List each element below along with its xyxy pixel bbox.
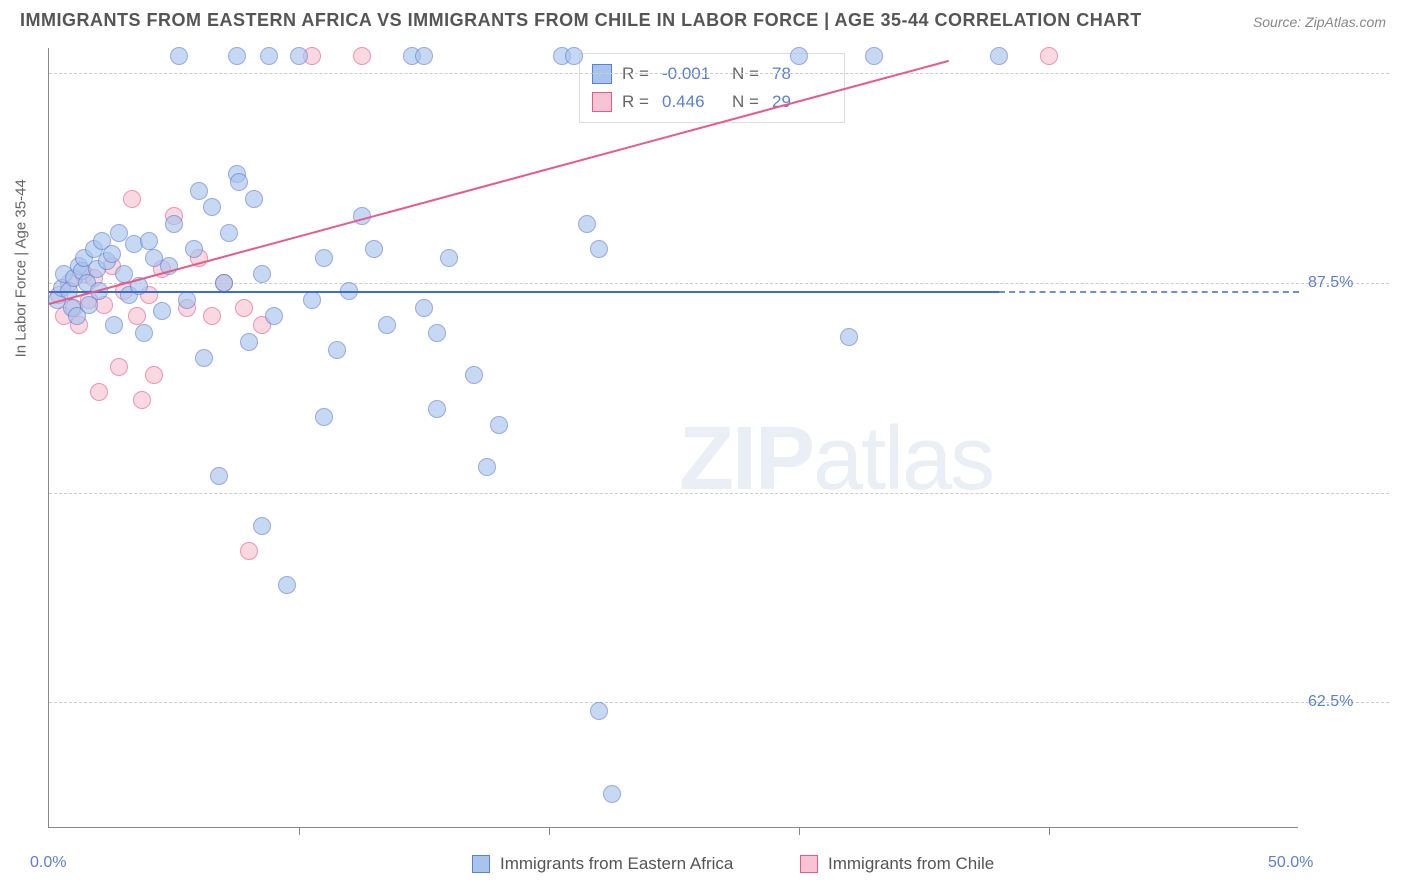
source-attribution: Source: ZipAtlas.com xyxy=(1253,14,1386,30)
point-series-a xyxy=(428,400,446,418)
point-series-a xyxy=(215,274,233,292)
point-series-a xyxy=(603,785,621,803)
point-series-b xyxy=(203,307,221,325)
point-series-a xyxy=(203,198,221,216)
point-series-a xyxy=(315,249,333,267)
point-series-a xyxy=(245,190,263,208)
legend-swatch-b xyxy=(592,92,612,112)
point-series-a xyxy=(290,47,308,65)
y-tick-label: 62.5% xyxy=(1308,693,1368,711)
point-series-a xyxy=(578,215,596,233)
point-series-a xyxy=(415,47,433,65)
point-series-a xyxy=(278,576,296,594)
point-series-a xyxy=(990,47,1008,65)
point-series-a xyxy=(220,224,238,242)
point-series-a xyxy=(328,341,346,359)
point-series-a xyxy=(178,291,196,309)
legend-label-a: Immigrants from Eastern Africa xyxy=(500,854,733,874)
point-series-a xyxy=(228,47,246,65)
point-series-a xyxy=(840,328,858,346)
point-series-a xyxy=(303,291,321,309)
point-series-a xyxy=(240,333,258,351)
point-series-a xyxy=(105,316,123,334)
point-series-a xyxy=(165,215,183,233)
point-series-a xyxy=(140,232,158,250)
point-series-a xyxy=(210,467,228,485)
chart-title: IMMIGRANTS FROM EASTERN AFRICA VS IMMIGR… xyxy=(20,10,1142,31)
point-series-b xyxy=(123,190,141,208)
point-series-b xyxy=(90,383,108,401)
point-series-a xyxy=(440,249,458,267)
y-axis-title: In Labor Force | Age 35-44 xyxy=(13,179,30,357)
point-series-a xyxy=(253,517,271,535)
point-series-a xyxy=(260,47,278,65)
point-series-a xyxy=(478,458,496,476)
trendline-a xyxy=(49,291,999,293)
trendline-b xyxy=(49,60,950,305)
point-series-a xyxy=(230,173,248,191)
point-series-a xyxy=(153,302,171,320)
point-series-b xyxy=(128,307,146,325)
plot-area: In Labor Force | Age 35-44 ZIPatlas R = … xyxy=(48,48,1298,828)
point-series-b xyxy=(353,47,371,65)
gridline xyxy=(49,73,1389,74)
y-tick-label: 87.5% xyxy=(1308,274,1368,292)
point-series-a xyxy=(103,245,121,263)
watermark: ZIPatlas xyxy=(679,408,993,511)
legend-label-b: Immigrants from Chile xyxy=(828,854,994,874)
point-series-a xyxy=(265,307,283,325)
legend-swatch-a xyxy=(472,855,490,873)
point-series-a xyxy=(378,316,396,334)
x-tick xyxy=(1049,827,1050,835)
r-label: R = xyxy=(622,88,652,116)
point-series-a xyxy=(590,240,608,258)
gridline xyxy=(49,493,1389,494)
gridline xyxy=(49,702,1389,703)
point-series-a xyxy=(490,416,508,434)
point-series-b xyxy=(133,391,151,409)
legend-stats: R = -0.001 N = 78 R = 0.446 N = 29 xyxy=(579,53,845,123)
legend-series-a: Immigrants from Eastern Africa xyxy=(472,854,733,874)
point-series-a xyxy=(590,702,608,720)
point-series-a xyxy=(365,240,383,258)
legend-swatch-b xyxy=(800,855,818,873)
n-value: 29 xyxy=(772,88,832,116)
point-series-b xyxy=(1040,47,1058,65)
r-value: 0.446 xyxy=(662,88,722,116)
point-series-a xyxy=(135,324,153,342)
trendline-a-extrapolated xyxy=(999,291,1299,293)
point-series-a xyxy=(315,408,333,426)
point-series-a xyxy=(190,182,208,200)
point-series-a xyxy=(865,47,883,65)
point-series-b xyxy=(110,358,128,376)
point-series-a xyxy=(195,349,213,367)
x-tick-label: 0.0% xyxy=(30,854,66,872)
point-series-a xyxy=(170,47,188,65)
point-series-a xyxy=(428,324,446,342)
legend-series-b: Immigrants from Chile xyxy=(800,854,994,874)
point-series-a xyxy=(790,47,808,65)
point-series-a xyxy=(465,366,483,384)
x-tick xyxy=(549,827,550,835)
point-series-a xyxy=(565,47,583,65)
x-tick xyxy=(299,827,300,835)
point-series-a xyxy=(415,299,433,317)
x-tick xyxy=(799,827,800,835)
point-series-b xyxy=(235,299,253,317)
point-series-b xyxy=(145,366,163,384)
point-series-a xyxy=(253,265,271,283)
x-tick-label: 50.0% xyxy=(1268,854,1313,872)
gridline xyxy=(49,283,1389,284)
point-series-a xyxy=(185,240,203,258)
point-series-b xyxy=(240,542,258,560)
